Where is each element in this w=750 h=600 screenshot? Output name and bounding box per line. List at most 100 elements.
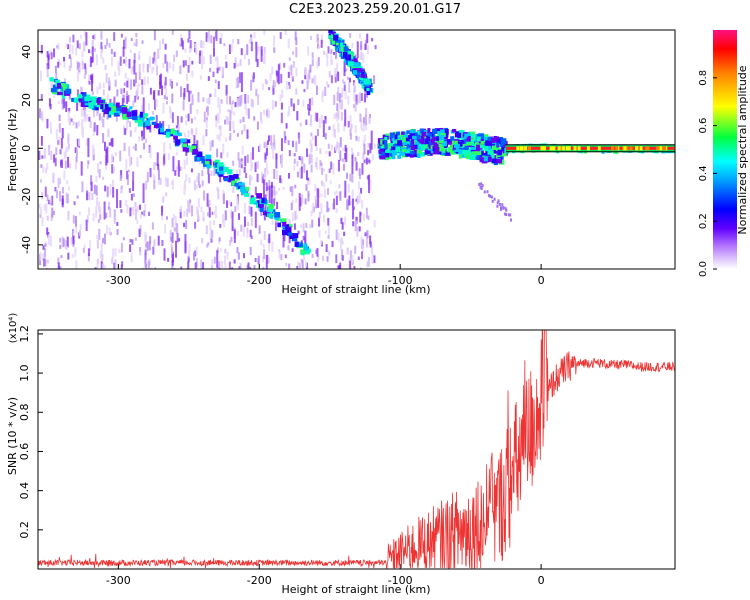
spectral-ridge-cell	[343, 46, 349, 52]
noise-speck	[311, 96, 314, 106]
noise-speck	[283, 62, 286, 68]
noise-speck	[129, 79, 132, 90]
noise-speck	[327, 46, 330, 54]
y-tick-label: 0	[20, 145, 33, 152]
noise-streak	[122, 46, 125, 57]
noise-speck	[80, 86, 83, 96]
noise-speck	[318, 117, 321, 128]
noise-speck	[240, 94, 243, 104]
noise-speck	[246, 154, 249, 163]
noise-speck	[106, 109, 109, 120]
noise-speck	[258, 225, 261, 234]
tail-speck	[489, 194, 492, 198]
noise-speck	[109, 183, 112, 195]
noise-streak	[163, 248, 166, 261]
spectral-ridge-cell	[139, 117, 145, 123]
noise-speck	[162, 62, 165, 69]
noise-speck	[195, 246, 198, 256]
noise-speck	[207, 203, 210, 208]
noise-speck	[246, 129, 249, 139]
spectral-ridge-cell	[233, 174, 239, 179]
noise-speck	[324, 188, 327, 198]
spectral-ridge-cell	[435, 139, 439, 145]
noise-streak	[338, 264, 341, 269]
noise-speck	[145, 263, 148, 269]
noise-speck	[364, 43, 367, 51]
spectral-ridge-cell	[388, 155, 392, 160]
noise-speck	[240, 224, 243, 232]
carrier-hotspot	[519, 146, 523, 151]
noise-speck	[70, 57, 73, 69]
noise-speck	[187, 130, 190, 138]
noise-speck	[241, 130, 244, 135]
noise-speck	[333, 198, 336, 210]
noise-speck	[341, 222, 344, 230]
carrier-hotspot	[635, 146, 639, 151]
noise-speck	[233, 259, 236, 264]
noise-speck	[348, 77, 351, 83]
spectral-ridge-cell	[488, 145, 492, 151]
noise-speck	[367, 256, 370, 267]
noise-speck	[223, 255, 226, 265]
noise-speck	[98, 82, 101, 90]
noise-streak	[231, 211, 234, 231]
noise-speck	[132, 206, 135, 216]
noise-speck	[83, 73, 86, 79]
noise-speck	[273, 185, 276, 196]
noise-speck	[67, 156, 70, 168]
noise-speck	[262, 243, 265, 248]
noise-speck	[129, 121, 132, 128]
spectral-ridge-cell	[496, 147, 502, 152]
noise-speck	[63, 151, 66, 160]
noise-speck	[205, 119, 208, 128]
noise-speck	[78, 67, 81, 71]
noise-speck	[315, 162, 318, 168]
noise-speck	[108, 227, 111, 235]
spectral-ridge-cell	[170, 128, 175, 135]
noise-speck	[218, 237, 221, 242]
noise-speck	[47, 234, 50, 246]
noise-speck	[67, 210, 70, 221]
noise-speck	[169, 143, 172, 150]
noise-speck	[324, 116, 327, 124]
noise-speck	[179, 205, 182, 213]
noise-speck	[146, 241, 149, 251]
noise-speck	[191, 70, 194, 78]
noise-speck	[167, 124, 170, 129]
noise-speck	[212, 36, 215, 48]
spectral-ridge-cell	[77, 93, 83, 100]
noise-speck	[183, 210, 186, 217]
noise-speck	[122, 125, 125, 133]
noise-speck	[308, 69, 311, 80]
noise-speck	[81, 61, 84, 70]
noise-streak	[355, 161, 358, 171]
noise-streak	[349, 260, 352, 269]
spectral-ridge-cell	[483, 156, 490, 162]
noise-speck	[71, 236, 74, 245]
noise-speck	[276, 201, 279, 210]
noise-speck	[88, 192, 91, 201]
noise-speck	[341, 240, 344, 245]
spectrogram-frame	[37, 29, 676, 270]
noise-speck	[55, 147, 58, 156]
noise-speck	[139, 204, 142, 210]
noise-speck	[312, 202, 315, 214]
noise-speck	[135, 32, 138, 38]
noise-speck	[347, 96, 350, 105]
noise-speck	[302, 100, 305, 108]
noise-speck	[178, 43, 181, 47]
noise-speck	[138, 83, 141, 87]
spectral-ridge-cell	[457, 141, 463, 147]
noise-speck	[196, 109, 199, 115]
noise-speck	[80, 108, 83, 117]
noise-speck	[75, 148, 78, 158]
spectral-ridge-cell	[381, 151, 385, 157]
noise-speck	[241, 161, 244, 165]
noise-speck	[255, 88, 258, 97]
noise-speck	[336, 117, 339, 122]
noise-streak	[133, 59, 136, 75]
noise-streak	[270, 181, 273, 189]
noise-speck	[108, 142, 111, 146]
noise-speck	[197, 181, 200, 186]
noise-speck	[243, 166, 246, 173]
